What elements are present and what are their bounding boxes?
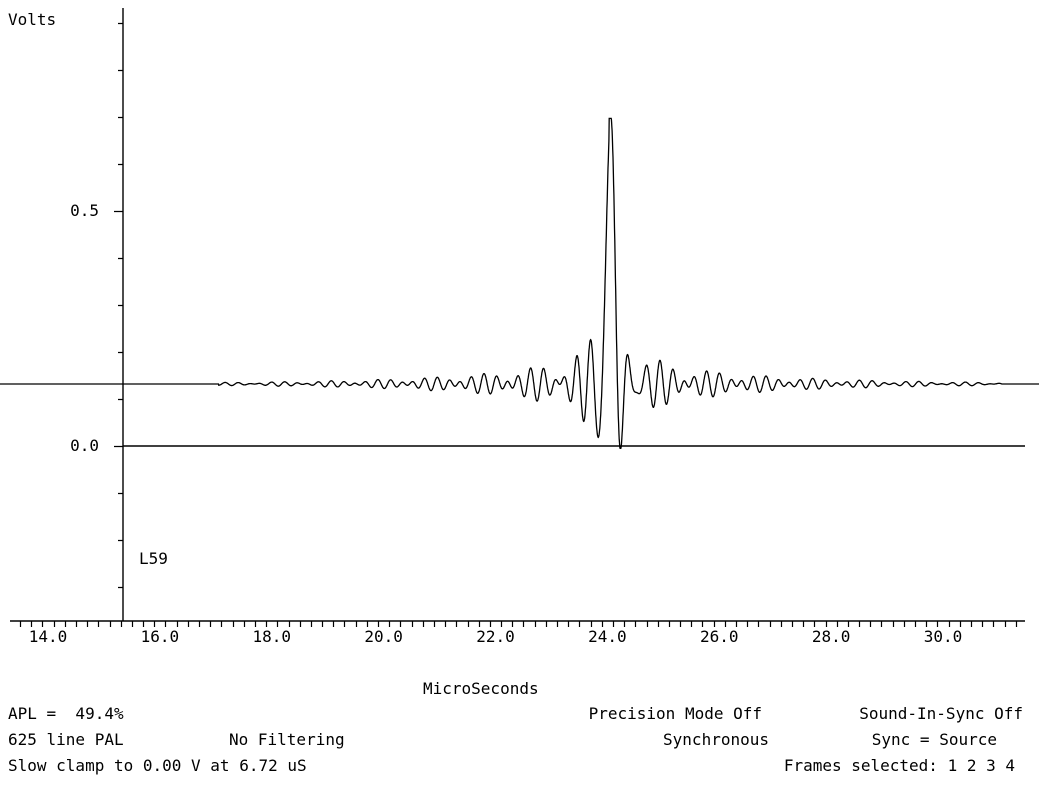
sync-mode: Synchronous <box>663 730 769 749</box>
axis-ticks <box>19 22 1018 627</box>
axes <box>10 8 1025 622</box>
line-number-label: L59 <box>139 549 168 568</box>
x-tick-label: 30.0 <box>924 627 963 646</box>
x-tick-label: 20.0 <box>364 627 403 646</box>
frames-selected: Frames selected: 1 2 3 4 <box>783 756 1015 775</box>
x-axis-ticks <box>19 621 1018 627</box>
x-tick-label: 24.0 <box>588 627 627 646</box>
x-axis-label: MicroSeconds <box>423 679 539 698</box>
x-tick-label: 28.0 <box>812 627 851 646</box>
x-tick-label: 16.0 <box>141 627 180 646</box>
y-axis-ticks <box>114 22 123 589</box>
sound-in-sync: Sound-In-Sync Off <box>859 704 1023 723</box>
clamp-setting: Slow clamp to 0.00 V at 6.72 uS <box>8 756 307 775</box>
x-tick-label: 26.0 <box>700 627 739 646</box>
x-tick-label: 14.0 <box>29 627 68 646</box>
waveform-trace <box>0 117 1039 450</box>
y-tick-label: 0.0 <box>70 436 99 455</box>
apl-readout: APL = 49.4% <box>8 704 124 723</box>
tick-labels: 14.0 16.0 18.0 20.0 22.0 24.0 26.0 28.0 30.0 0.5 0… <box>29 201 963 646</box>
y-axis-label: Volts <box>8 10 57 29</box>
filter-mode: No Filtering <box>229 730 345 749</box>
x-tick-label: 18.0 <box>252 627 291 646</box>
tv-standard: 625 line PAL <box>8 730 124 749</box>
y-tick-label: 0.5 <box>70 201 99 220</box>
sync-source: Sync = Source <box>871 730 997 749</box>
precision-mode: Precision Mode Off <box>588 704 762 723</box>
x-tick-label: 22.0 <box>476 627 515 646</box>
